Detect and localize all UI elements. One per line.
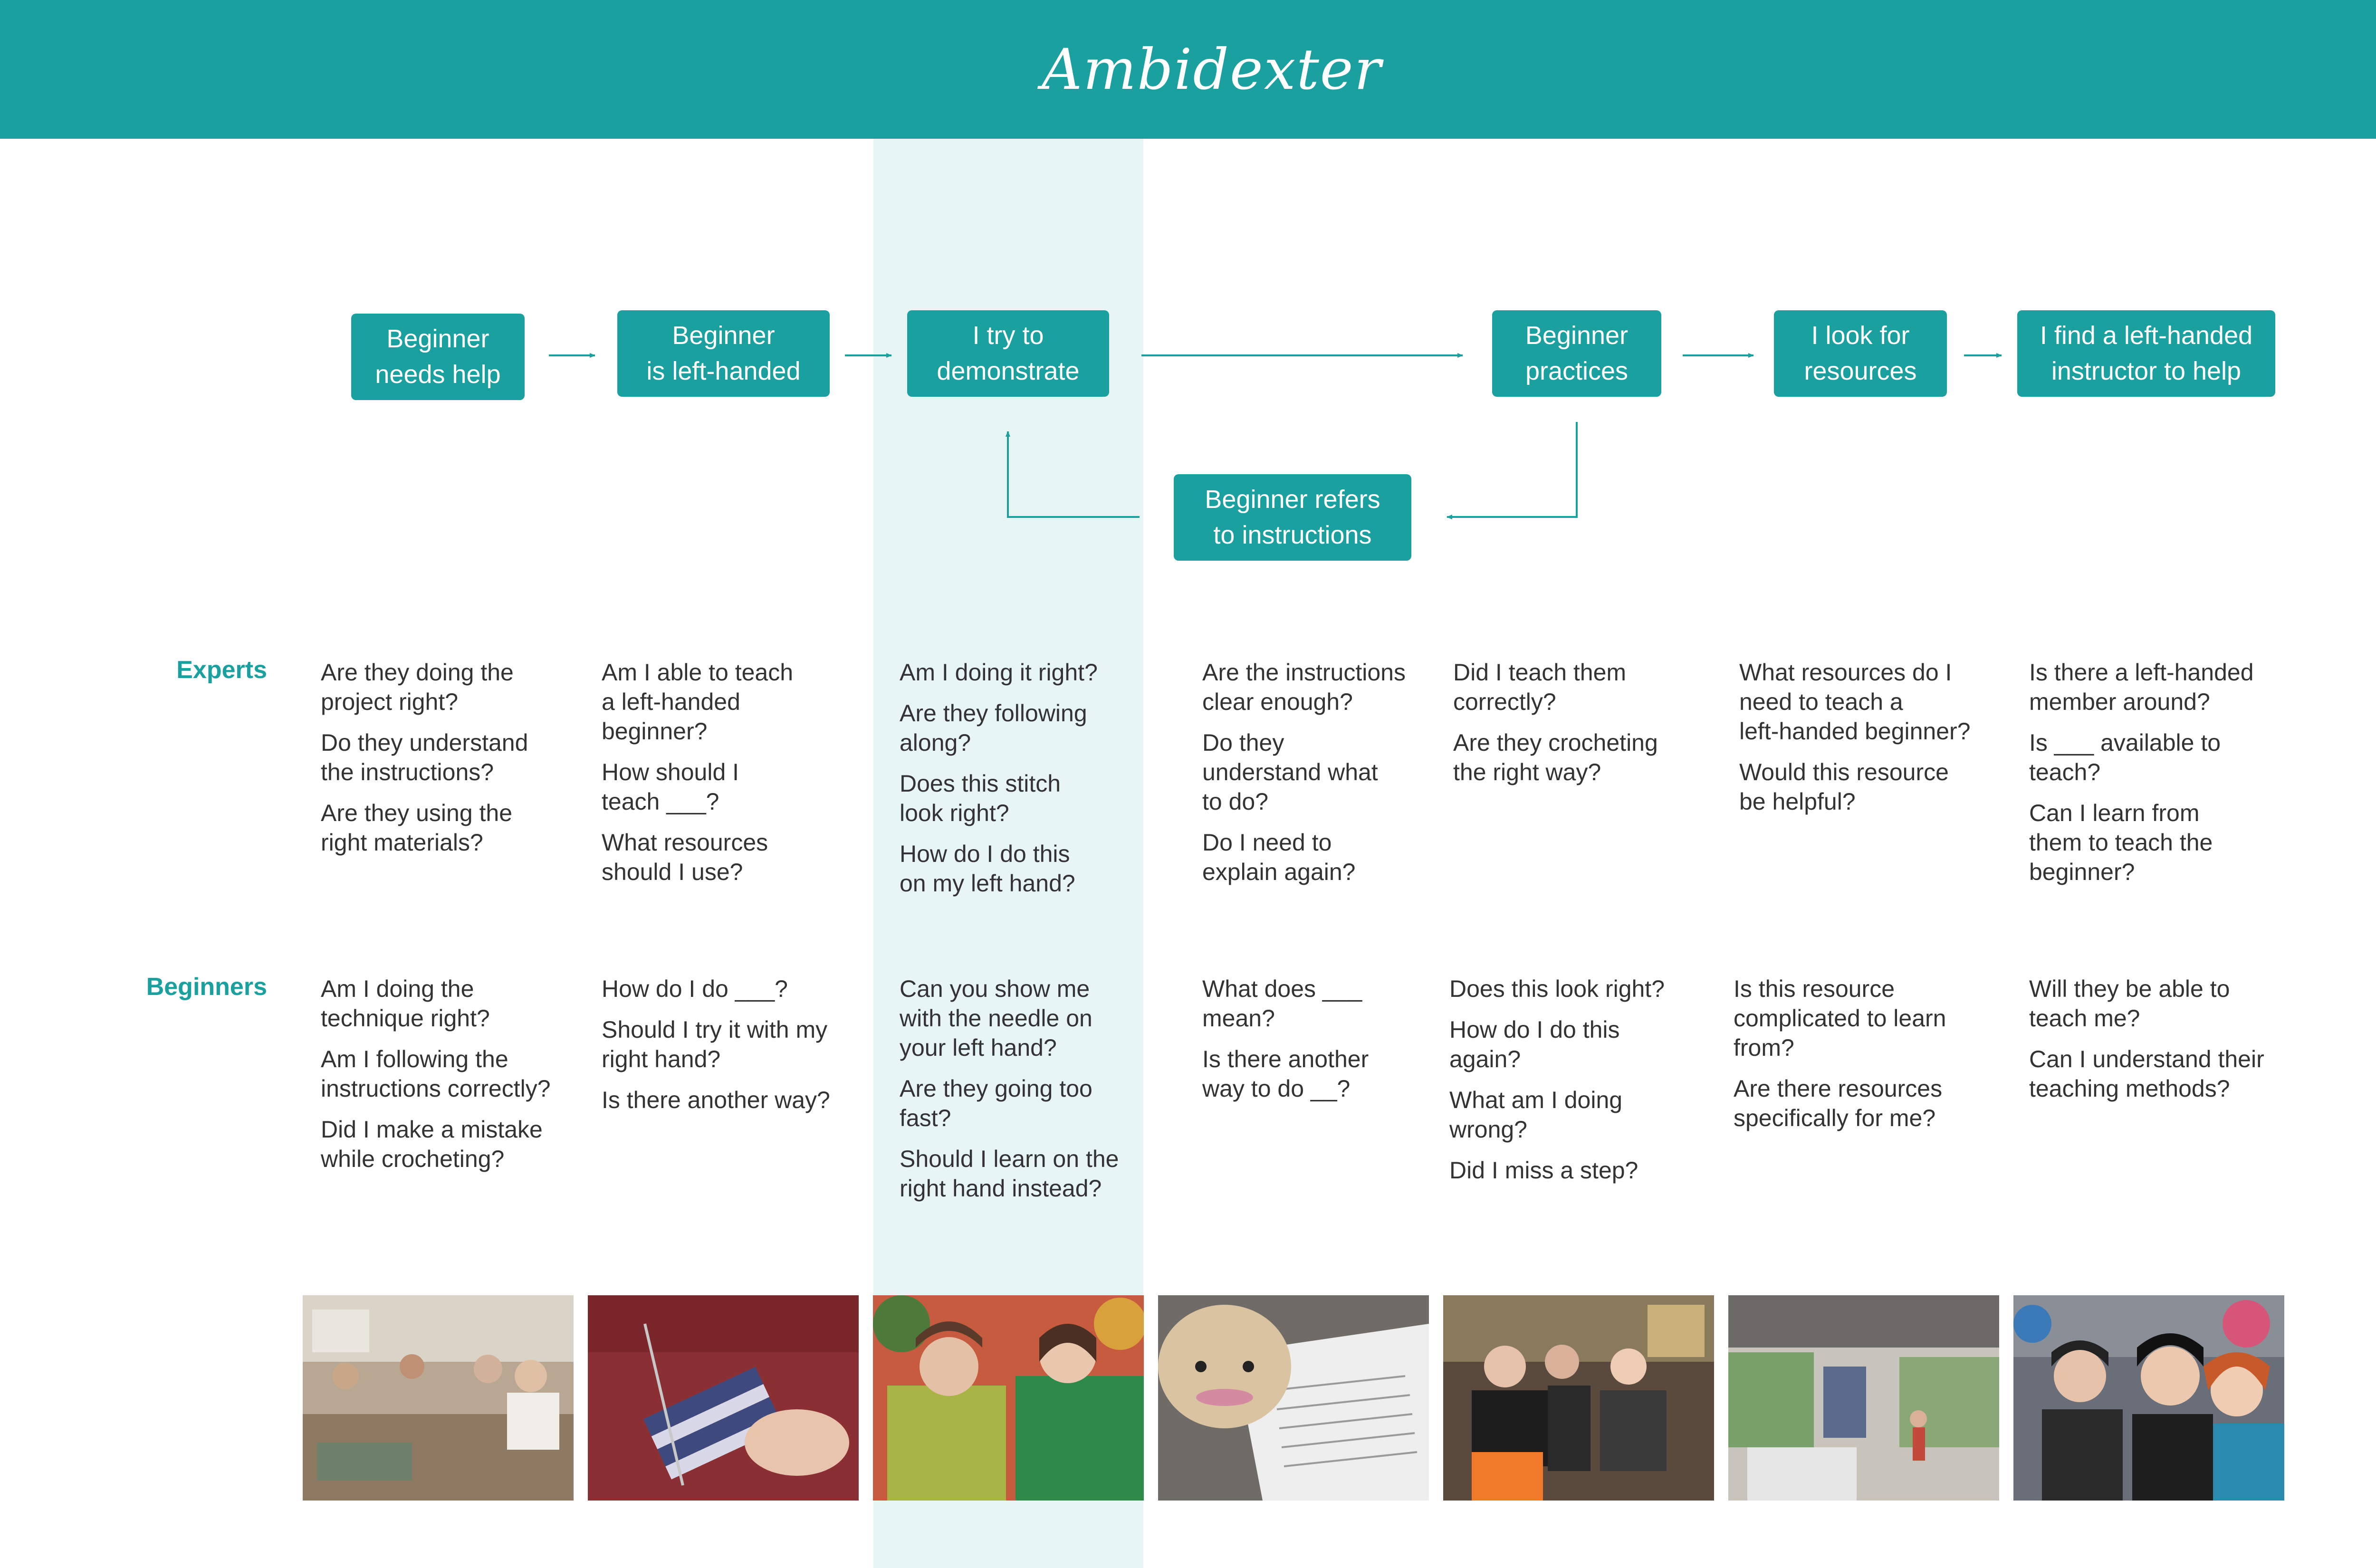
step-refers-to-instructions: Beginner refers to instructions: [1174, 474, 1411, 561]
beginners-questions-col-5: Does this look right? How do I do this a…: [1449, 974, 1715, 1196]
step-beginner-practices: Beginner practices: [1492, 310, 1661, 397]
question: Should I learn on the right hand instead…: [900, 1146, 1119, 1202]
beginners-questions-col-3: Can you show me with the needle on your …: [900, 974, 1142, 1214]
question: Did I teach them correctly?: [1453, 659, 1627, 715]
question: Are they following along?: [900, 700, 1087, 756]
question: Am I following the instructions correctl…: [321, 1046, 551, 1102]
experts-questions-col-7: Is there a left-handed member around? Is…: [2029, 658, 2295, 898]
question: How do I do ___?: [602, 975, 788, 1002]
question: Can I learn from them to teach the begin…: [2029, 800, 2213, 885]
question: Are there resources specifically for me?: [1734, 1075, 1943, 1131]
question: Will they be able to teach me?: [2029, 975, 2230, 1032]
question: How should I teach ___?: [602, 759, 739, 815]
experts-questions-col-2: Am I able to teach a left-handed beginne…: [602, 658, 868, 898]
photo-women-crocheting: [2013, 1295, 2284, 1501]
beginners-questions-col-4: What does ___ mean? Is there another way…: [1202, 974, 1449, 1115]
question: Am I doing it right?: [900, 659, 1098, 686]
experts-questions-col-1: Are they doing the project right? Do the…: [321, 658, 587, 869]
question: Are they going too fast?: [900, 1075, 1092, 1131]
header-bar: Ambidexter: [0, 0, 2376, 139]
photo-two-women-knitting: [873, 1295, 1144, 1501]
question: Do I need to explain again?: [1202, 829, 1356, 885]
question: Do they understand what to do?: [1202, 729, 1378, 815]
question: Is ___ available to teach?: [2029, 729, 2221, 785]
question: Do they understand the instructions?: [321, 729, 528, 785]
question: How do I do this again?: [1449, 1016, 1620, 1072]
question: What does ___ mean?: [1202, 975, 1362, 1032]
question: Are they crocheting the right way?: [1453, 729, 1658, 785]
question: Is there another way to do __?: [1202, 1046, 1369, 1102]
photo-knitting-hands: [588, 1295, 859, 1501]
question: What resources should I use?: [602, 829, 768, 885]
photo-amigurumi-instructions: [1158, 1295, 1429, 1501]
step-try-to-demonstrate: I try to demonstrate: [907, 310, 1109, 397]
question: Would this resource be helpful?: [1739, 759, 1949, 815]
question: Can you show me with the needle on your …: [900, 975, 1092, 1061]
question: Is there another way?: [602, 1087, 830, 1113]
question: Can I understand their teaching methods?: [2029, 1046, 2264, 1102]
step-look-for-resources: I look for resources: [1774, 310, 1947, 397]
question: Does this stitch look right?: [900, 770, 1061, 826]
question: Should I try it with my right hand?: [602, 1016, 828, 1072]
question: Is there a left-handed member around?: [2029, 659, 2254, 715]
beginners-questions-col-2: How do I do ___? Should I try it with my…: [602, 974, 872, 1126]
experts-questions-col-6: What resources do I need to teach a left…: [1739, 658, 2005, 828]
question: Are they using the right materials?: [321, 800, 513, 856]
page-title: Ambidexter: [1042, 37, 1382, 102]
beginners-questions-col-6: Is this resource complicated to learn fr…: [1734, 974, 2000, 1144]
step-find-left-handed-instructor: I find a left-handed instructor to help: [2017, 310, 2275, 397]
question: Are the instructions clear enough?: [1202, 659, 1406, 715]
question: Are they doing the project right?: [321, 659, 514, 715]
arrow-loop-up: [1006, 431, 1140, 518]
beginners-questions-col-7: Will they be able to teach me? Can I und…: [2029, 974, 2295, 1115]
step-beginner-needs-help: Beginner needs help: [351, 314, 525, 400]
arrow-loop-down: [1447, 422, 1578, 519]
row-label-beginners: Beginners: [146, 973, 267, 1001]
question: Did I miss a step?: [1449, 1157, 1638, 1184]
question: What am I doing wrong?: [1449, 1087, 1623, 1143]
question: Does this look right?: [1449, 975, 1665, 1002]
question: What resources do I need to teach a left…: [1739, 659, 1971, 745]
photo-knitting-circle: [1443, 1295, 1714, 1501]
question: Did I make a mistake while crocheting?: [321, 1116, 543, 1172]
step-beginner-left-handed: Beginner is left-handed: [617, 310, 830, 397]
beginners-questions-col-1: Am I doing the technique right? Am I fol…: [321, 974, 587, 1185]
experts-questions-col-5: Did I teach them correctly? Are they cro…: [1453, 658, 1719, 798]
photo-crochet-group: [303, 1295, 574, 1501]
question: Is this resource complicated to learn fr…: [1734, 975, 1946, 1061]
question: Am I doing the technique right?: [321, 975, 490, 1032]
row-label-experts: Experts: [176, 656, 267, 684]
experts-questions-col-3: Am I doing it right? Are they following …: [900, 658, 1137, 909]
question: How do I do this on my left hand?: [900, 841, 1075, 897]
photo-library: [1728, 1295, 1999, 1501]
question: Am I able to teach a left-handed beginne…: [602, 659, 794, 745]
experts-questions-col-4: Are the instructions clear enough? Do th…: [1202, 658, 1449, 898]
